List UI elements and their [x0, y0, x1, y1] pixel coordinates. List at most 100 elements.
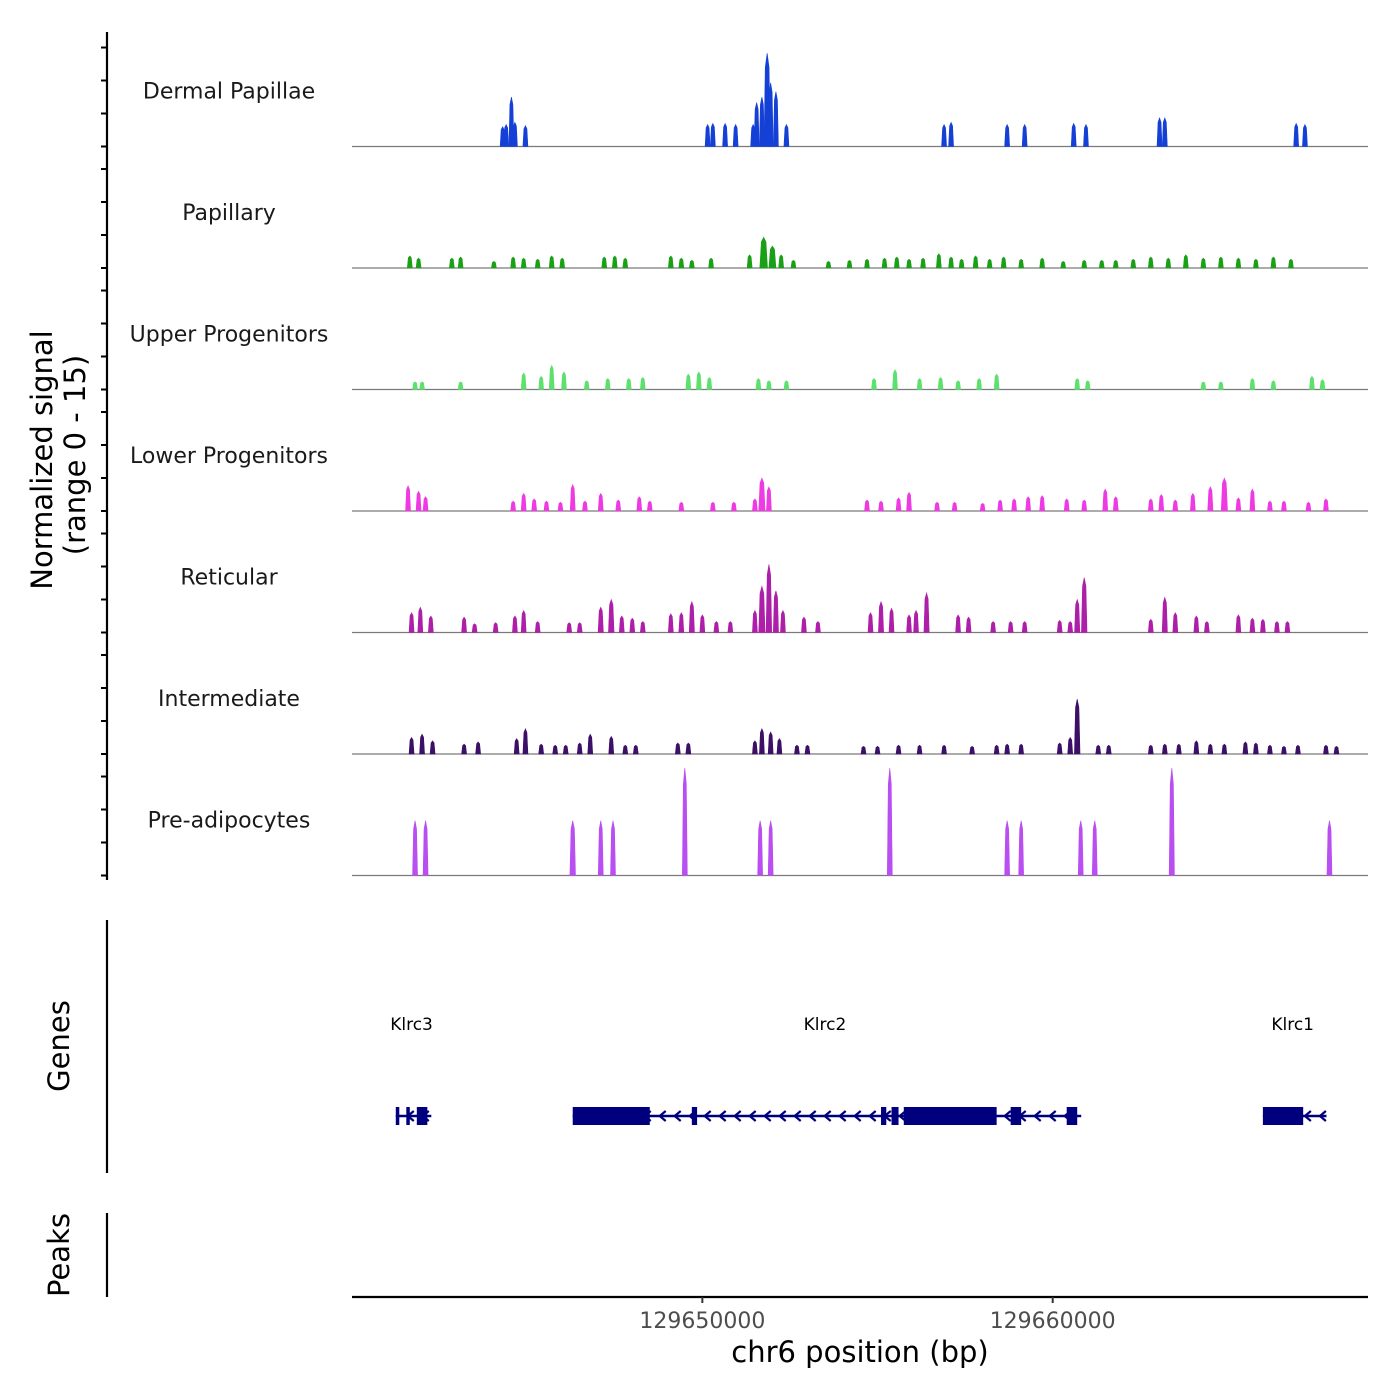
signal-peak	[512, 121, 518, 147]
signal-peak	[461, 743, 467, 755]
signal-peak	[422, 820, 429, 876]
signal-peak	[1067, 621, 1074, 633]
signal-peak	[1081, 499, 1088, 512]
signal-peak	[639, 376, 646, 390]
signal-peak	[408, 612, 415, 633]
signal-peak	[752, 498, 758, 512]
signal-peak	[1130, 258, 1137, 269]
signal-peak	[766, 380, 772, 390]
signal-peak	[696, 371, 702, 390]
signal-peak	[611, 255, 618, 269]
strand-arrow	[792, 1110, 802, 1122]
signal-peak	[405, 484, 411, 512]
signal-peak	[846, 259, 853, 269]
signal-peak	[1156, 117, 1163, 147]
signal-peak	[1081, 577, 1088, 633]
signal-peak	[422, 496, 429, 512]
signal-peak	[1218, 256, 1224, 269]
signal-peak	[1158, 493, 1165, 512]
track-label-upper-progenitors: Upper Progenitors	[130, 323, 329, 348]
signal-peak	[615, 499, 622, 512]
signal-peak	[629, 617, 636, 633]
signal-peak	[1281, 500, 1287, 512]
signal-peak	[997, 499, 1003, 512]
signal-peak	[597, 820, 604, 876]
gene-label: Klrc2	[804, 1015, 847, 1035]
signal-peak	[767, 820, 774, 876]
signal-peak	[752, 609, 758, 633]
signal-peak	[1039, 495, 1046, 512]
x-axis-title: chr6 position (bp)	[731, 1335, 988, 1369]
signal-peak	[1204, 621, 1210, 633]
signal-peak	[1025, 496, 1031, 512]
signal-peak	[976, 378, 982, 390]
signal-peak	[1253, 258, 1259, 269]
signal-peak	[941, 123, 947, 147]
signal-peak	[860, 745, 867, 755]
strand-arrow	[852, 1110, 862, 1122]
signal-peak	[667, 255, 674, 269]
signal-peak	[759, 236, 768, 269]
signal-peak	[913, 609, 919, 633]
signal-peak	[916, 744, 923, 755]
track-upper-progenitors	[352, 364, 1368, 391]
gene-exon	[1262, 1107, 1304, 1125]
signal-peak	[678, 257, 685, 269]
signal-peak	[706, 376, 713, 390]
signal-peak	[618, 615, 625, 633]
signal-peak	[569, 820, 576, 876]
signal-peak	[895, 497, 902, 512]
signal-peak	[1147, 618, 1154, 633]
gene-klrc3: Klrc3	[390, 1015, 433, 1125]
signal-peak	[871, 378, 877, 390]
signal-peak	[1083, 123, 1089, 147]
signal-peak	[412, 381, 418, 390]
signal-peak	[1253, 742, 1259, 755]
signal-peak	[801, 616, 807, 633]
signal-peak	[1070, 122, 1077, 147]
signal-peak	[986, 258, 993, 269]
strand-arrow	[747, 1110, 757, 1122]
signal-peak	[678, 612, 685, 633]
signal-peak	[937, 376, 944, 390]
signal-peak	[685, 742, 692, 755]
signal-peak	[412, 820, 418, 876]
signal-peak	[1000, 256, 1007, 269]
signal-peak	[625, 378, 632, 390]
signal-peak	[708, 257, 714, 269]
signal-peak	[1274, 621, 1280, 633]
signal-peak	[408, 736, 415, 755]
signal-peak	[993, 373, 1000, 390]
signal-peak	[1018, 743, 1024, 755]
signal-peak	[674, 742, 681, 755]
signal-tracks	[352, 53, 1368, 877]
strand-arrow	[822, 1110, 832, 1122]
track-label-dermal-papillae: Dermal Papillae	[143, 80, 315, 105]
y-axis-range-label: (range 0 - 15)	[58, 355, 92, 555]
track-labels: Dermal Papillae Papillary Upper Progenitor…	[130, 80, 329, 834]
signal-peak	[1288, 258, 1294, 269]
signal-peak	[934, 501, 940, 512]
signal-peak	[815, 621, 821, 633]
signal-peak	[783, 380, 790, 390]
signal-peak	[1218, 381, 1224, 390]
signal-peak	[881, 257, 888, 269]
strand-arrow	[732, 1110, 742, 1122]
signal-peak	[990, 621, 996, 633]
signal-peak	[731, 501, 737, 512]
signal-peak	[916, 378, 923, 390]
peaks-track-title: Peaks	[42, 1213, 76, 1297]
signal-peak	[531, 498, 538, 512]
signal-peak	[491, 261, 497, 269]
signal-peak	[776, 738, 783, 755]
signal-peak	[1074, 378, 1081, 390]
signal-peak	[759, 97, 765, 147]
signal-peak	[767, 731, 774, 755]
strand-arrow	[807, 1110, 817, 1122]
signal-peak	[874, 745, 881, 755]
signal-peak	[936, 253, 942, 269]
signal-peak	[1091, 820, 1098, 876]
signal-peak	[753, 102, 760, 147]
signal-peak	[713, 621, 720, 633]
